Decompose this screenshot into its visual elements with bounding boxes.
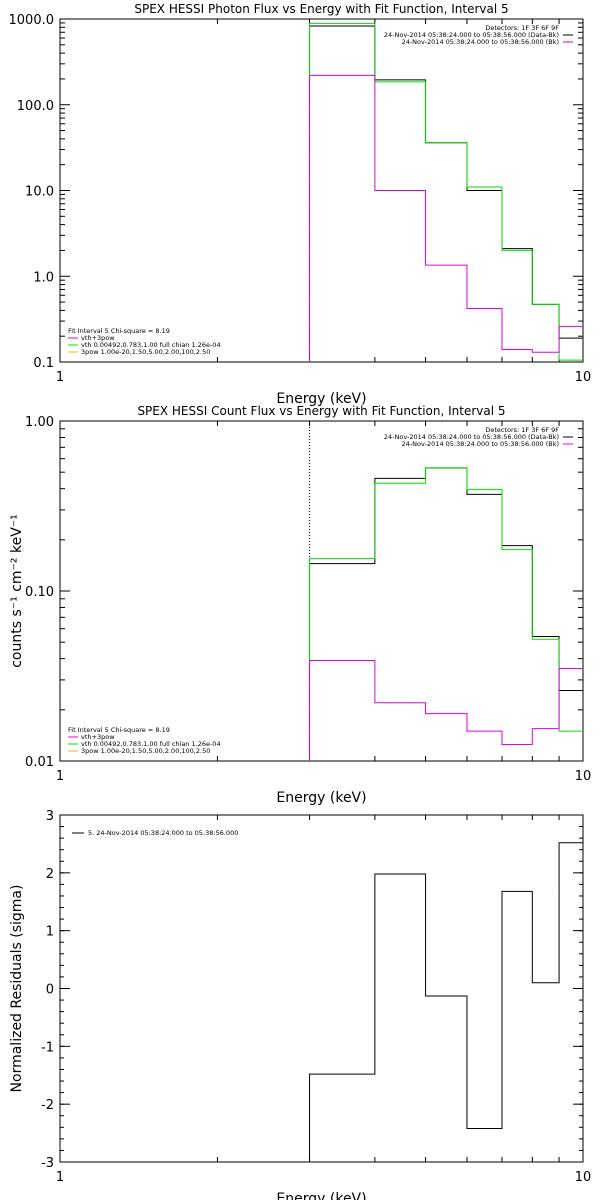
legend-top-entry: 24-Nov-2014 05:38:24.000 to 05:38:56.000… — [384, 433, 559, 441]
legend-bottom-entry: Fit Interval 5 Chi-square = 8.19 — [68, 327, 170, 335]
y-tick-label: 10.0 — [25, 185, 54, 200]
plot-frame — [59, 814, 584, 1163]
legend-bottom-entry: vth 0.00492,0.783,1.00 full chian 1.26e-… — [81, 740, 221, 748]
legend-top-entry: 5. 24-Nov-2014 05:38:24.000 to 05:38:56.… — [88, 829, 238, 837]
series-1-line — [309, 815, 583, 1162]
legend-top-entry: 24-Nov-2014 05:38:24.000 to 05:38:56.000… — [402, 440, 559, 448]
legend-bottom-entry: vth+3pow — [81, 334, 115, 342]
y-tick-label: 2 — [46, 867, 54, 882]
y-tick-label: -1 — [41, 1040, 54, 1055]
legend-bottom-entry: 3pow 1.00e-20,1.50,5.00,2.00,100,2.50 — [81, 747, 210, 755]
series-1-line — [309, 25, 583, 362]
y-tick-label: 0.1 — [33, 356, 54, 371]
series-3-line — [309, 660, 583, 761]
y-tick-label: 1.0 — [33, 270, 54, 285]
x-tick-label: 10 — [575, 370, 592, 385]
y-tick-label: 1000.0 — [9, 13, 55, 28]
x-tick-label: 1 — [56, 370, 64, 385]
y-tick-label: 1.00 — [25, 415, 54, 430]
legend-top-entry: 24-Nov-2014 05:38:24.000 to 05:38:56.000… — [384, 31, 559, 39]
y-tick-label: 0.01 — [25, 755, 54, 770]
x-tick-label: 10 — [575, 1170, 592, 1185]
panel-1: 1 10 0.1 1.0 10.0 100.0 1000.0 SPEX HESSI Photo… — [9, 2, 592, 407]
legend-bottom-entry: vth+3pow — [81, 733, 115, 741]
x-axis-label: Energy (keV) — [276, 391, 366, 407]
x-axis-label: Energy (keV) — [276, 1191, 366, 1200]
x-tick-label: 1 — [56, 769, 64, 784]
y-axis-label: Normalized Residuals (sigma) — [9, 885, 25, 1093]
x-tick-label: 10 — [575, 769, 592, 784]
y-tick-label: 3 — [46, 809, 54, 824]
legend-bottom-entry: vth 0.00492,0.783,1.00 full chian 1.26e-… — [81, 341, 221, 349]
panel-2: 1 10 0.01 0.10 1.00 SPEX HESSI Count Flux vs … — [9, 404, 591, 806]
y-tick-label: -2 — [41, 1098, 54, 1113]
y-axis-label: counts s⁻¹ cm⁻² keV⁻¹ — [9, 514, 25, 668]
chart-title: SPEX HESSI Count Flux vs Energy with Fit… — [137, 404, 505, 418]
y-tick-label: 0 — [46, 983, 54, 998]
series-2-line — [309, 467, 583, 761]
x-axis-label: Energy (keV) — [276, 790, 366, 806]
y-tick-label: -3 — [41, 1156, 54, 1171]
legend-top-entry: Detectors: 1F 3F 6F 9F — [485, 24, 559, 32]
y-tick-label: 100.0 — [17, 99, 54, 114]
x-tick-label: 1 — [56, 1170, 64, 1185]
series-1-line — [309, 467, 583, 761]
plot-frame — [59, 420, 584, 762]
legend-top-entry: 24-Nov-2014 05:38:24.000 to 05:38:56.000… — [402, 38, 559, 46]
series-3-line — [309, 74, 583, 362]
legend-bottom-entry: 3pow 1.00e-20,1.50,5.00,2.00,100,2.50 — [81, 348, 210, 356]
y-tick-label: 0.10 — [25, 585, 54, 600]
series-2-line — [309, 22, 583, 362]
chart-title: SPEX HESSI Photon Flux vs Energy with Fi… — [134, 2, 508, 16]
panel-3: 1 10 -3 -2 -1 0 1 2 3 Energy (keV) Normalized Resi… — [9, 809, 591, 1200]
legend-bottom-entry: Fit Interval 5 Chi-square = 8.19 — [68, 726, 170, 734]
plot-frame — [59, 18, 584, 363]
legend-top-entry: Detectors: 1F 3F 6F 9F — [485, 426, 559, 434]
y-tick-label: 1 — [46, 925, 54, 940]
